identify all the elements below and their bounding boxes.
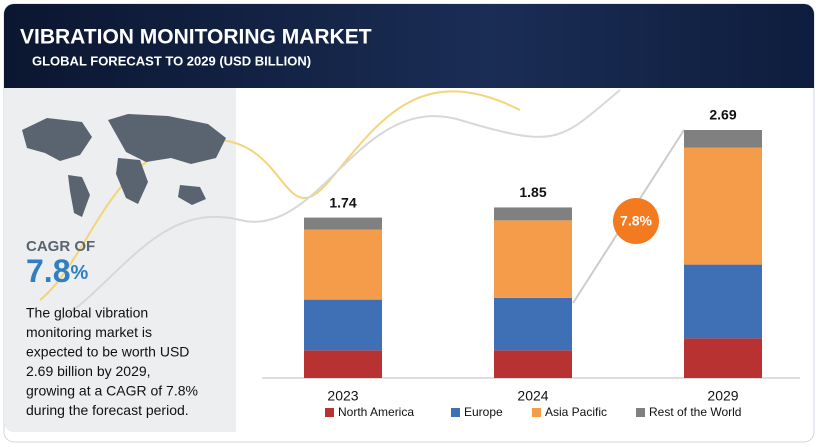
decor-curve — [59, 89, 621, 321]
description-line: during the forecast period. — [26, 402, 189, 418]
legend-swatch — [325, 408, 334, 417]
cagr-number: 7.8 — [26, 253, 70, 289]
bar-segment — [684, 338, 762, 378]
description-line: growing at a CAGR of 7.8% — [26, 383, 198, 399]
total-label: 1.74 — [329, 194, 356, 210]
x-tick-label: 2024 — [517, 388, 548, 404]
description-line: The global vibration — [26, 305, 148, 321]
bar-segment — [304, 217, 382, 230]
header-band — [4, 4, 814, 88]
decor-curve — [39, 90, 521, 301]
cagr-value: 7.8% — [26, 253, 88, 289]
legend-swatch — [532, 408, 541, 417]
cagr-label: CAGR OF — [26, 238, 95, 255]
cagr-badge — [613, 198, 659, 244]
chart: 1.74 2023 1.85 2024 2.69 2029 North America Eur… — [262, 107, 800, 419]
bar-segment — [304, 299, 382, 351]
bar-segment — [304, 229, 382, 300]
description: The global vibration monitoring market is… — [26, 305, 198, 419]
cagr-badge-text: 7.8% — [620, 213, 652, 229]
legend-label: Europe — [464, 405, 503, 419]
legend-label: Asia Pacific — [545, 405, 607, 419]
subtitle: GLOBAL FORECAST TO 2029 (USD BILLION) — [32, 53, 311, 68]
legend-label: North America — [338, 405, 414, 419]
bar-segment — [304, 350, 382, 378]
bar-segment — [684, 130, 762, 148]
description-line: expected to be worth USD — [26, 344, 189, 360]
x-tick-label: 2023 — [327, 388, 358, 404]
total-label: 1.85 — [519, 184, 546, 200]
title: VIBRATION MONITORING MARKET — [20, 26, 372, 49]
cagr-unit: % — [70, 262, 88, 284]
x-tick-label: 2029 — [707, 388, 738, 404]
left-panel — [4, 88, 236, 432]
legend-swatch — [636, 408, 645, 417]
description-line: monitoring market is — [26, 324, 152, 340]
legend-swatch — [451, 408, 460, 417]
bar-segment — [494, 220, 572, 298]
bar-segment — [684, 264, 762, 339]
legend-label: Rest of the World — [649, 405, 741, 419]
bar-segment — [684, 147, 762, 265]
total-label: 2.69 — [709, 107, 736, 123]
world-map — [22, 114, 226, 217]
bar-segment — [494, 350, 572, 378]
description-line: 2.69 billion by 2029, — [26, 363, 151, 379]
bar-segment — [494, 297, 572, 351]
bar-segment — [494, 207, 572, 221]
